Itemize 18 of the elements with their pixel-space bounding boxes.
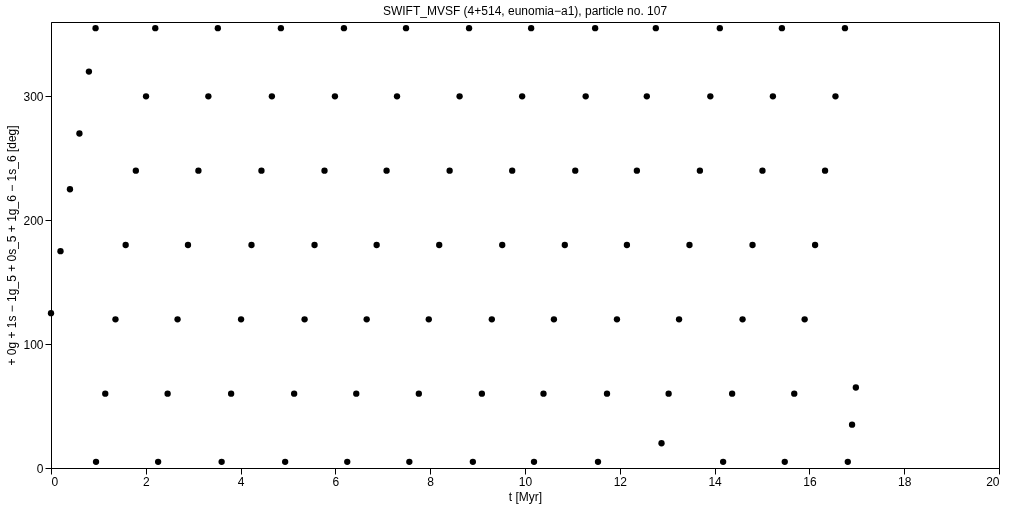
y-axis-title: + 0g + 1s − 1g_5 + 0s_5 + 1g_6 − 1s_6 [deg] xyxy=(5,125,20,366)
x-tick-label: 6 xyxy=(332,474,340,489)
x-tick-label: 0 xyxy=(51,474,59,489)
x-tick-label: 2 xyxy=(142,474,150,489)
y-tick-label: 200 xyxy=(23,213,44,228)
chart-title: SWIFT_MVSF (4+514, eunomia−a1), particle no. 107 xyxy=(382,4,668,18)
x-tick-label: 20 xyxy=(986,474,1000,489)
y-tick-label: 300 xyxy=(23,89,44,104)
x-tick-label: 10 xyxy=(518,474,533,489)
y-tick-label: 0 xyxy=(36,461,44,476)
x-tick-label: 18 xyxy=(898,474,912,489)
y-tick-label: 100 xyxy=(23,337,44,352)
x-tick-label: 16 xyxy=(803,474,817,489)
x-tick-label: 8 xyxy=(427,474,435,489)
x-tick-label: 14 xyxy=(708,474,723,489)
x-axis-title: t [Myr] xyxy=(508,489,543,504)
x-tick-label: 12 xyxy=(613,474,628,489)
x-tick-label: 4 xyxy=(237,474,245,489)
